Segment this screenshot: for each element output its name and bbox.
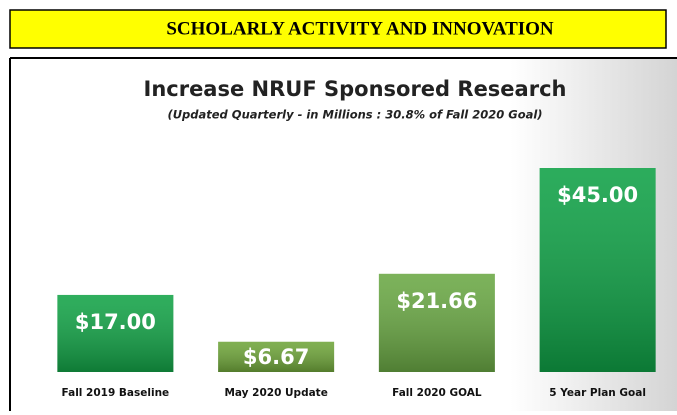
banner (9, 9, 667, 49)
bar-shade (378, 273, 495, 372)
chart-title: Increase NRUF Sponsored Research (144, 77, 567, 101)
value-label: $17.00 (75, 310, 156, 334)
value-label: $21.66 (396, 289, 477, 313)
banner-title: SCHOLARLY ACTIVITY AND INNOVATION (166, 18, 554, 39)
x-tick-label: 5 Year Plan Goal (549, 387, 646, 399)
x-tick-label: Fall 2020 GOAL (392, 387, 482, 399)
bar-shade (57, 294, 174, 372)
bar-shade (539, 168, 656, 372)
x-tick-label: Fall 2019 Baseline (62, 387, 170, 399)
value-label: $6.67 (243, 345, 309, 369)
x-tick-label: May 2020 Update (224, 387, 327, 399)
value-label: $45.00 (557, 183, 638, 207)
bar-shade (218, 341, 335, 372)
chart-subtitle: (Updated Quarterly - in Millions : 30.8%… (167, 108, 542, 122)
